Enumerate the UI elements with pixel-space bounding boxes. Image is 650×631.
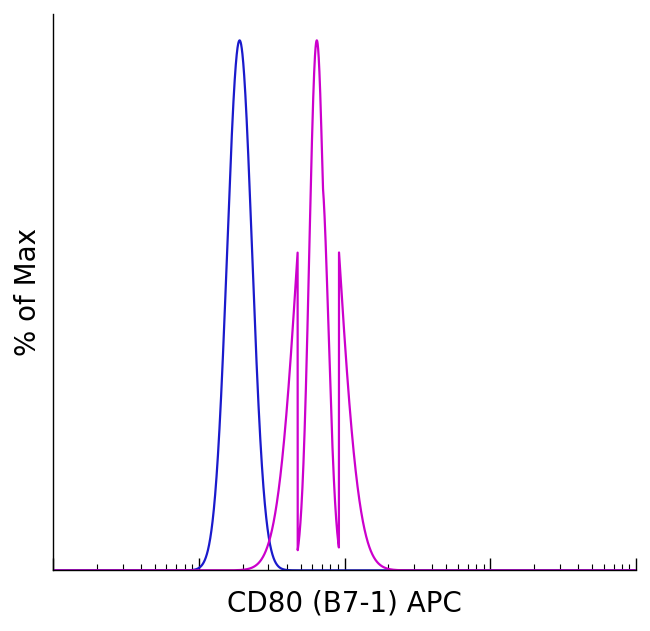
X-axis label: CD80 (B7-1) APC: CD80 (B7-1) APC [227, 589, 462, 617]
Y-axis label: % of Max: % of Max [14, 228, 42, 356]
